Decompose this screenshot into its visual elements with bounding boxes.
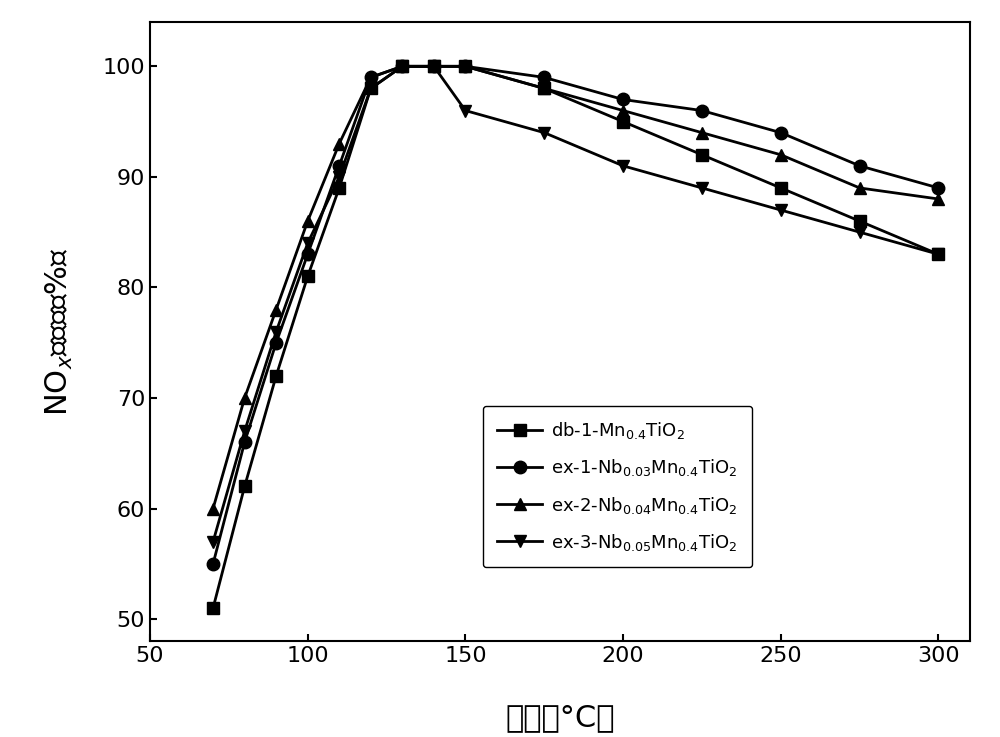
Line: db-1-Mn$_{0.4}$TiO$_2$: db-1-Mn$_{0.4}$TiO$_2$ [207, 60, 945, 614]
ex-1-Nb$_{0.03}$Mn$_{0.4}$TiO$_2$ [775, 128, 787, 137]
ex-2-Nb$_{0.04}$Mn$_{0.4}$TiO$_2$ [459, 62, 471, 71]
db-1-Mn$_{0.4}$TiO$_2$ [854, 217, 866, 226]
db-1-Mn$_{0.4}$TiO$_2$ [270, 371, 282, 380]
ex-2-Nb$_{0.04}$Mn$_{0.4}$TiO$_2$ [207, 504, 219, 513]
ex-3-Nb$_{0.05}$Mn$_{0.4}$TiO$_2$ [270, 327, 282, 336]
Text: NO$_x$转化率（%）: NO$_x$转化率（%） [44, 248, 75, 416]
Text: 温度（°C）: 温度（°C） [505, 703, 615, 732]
ex-2-Nb$_{0.04}$Mn$_{0.4}$TiO$_2$ [302, 217, 314, 226]
ex-3-Nb$_{0.05}$Mn$_{0.4}$TiO$_2$ [459, 106, 471, 115]
ex-1-Nb$_{0.03}$Mn$_{0.4}$TiO$_2$ [854, 161, 866, 170]
ex-1-Nb$_{0.03}$Mn$_{0.4}$TiO$_2$ [207, 559, 219, 568]
ex-1-Nb$_{0.03}$Mn$_{0.4}$TiO$_2$ [428, 62, 440, 71]
Line: ex-2-Nb$_{0.04}$Mn$_{0.4}$TiO$_2$: ex-2-Nb$_{0.04}$Mn$_{0.4}$TiO$_2$ [207, 60, 945, 514]
ex-2-Nb$_{0.04}$Mn$_{0.4}$TiO$_2$ [428, 62, 440, 71]
ex-1-Nb$_{0.03}$Mn$_{0.4}$TiO$_2$ [302, 250, 314, 259]
db-1-Mn$_{0.4}$TiO$_2$ [396, 62, 408, 71]
db-1-Mn$_{0.4}$TiO$_2$ [207, 604, 219, 612]
ex-1-Nb$_{0.03}$Mn$_{0.4}$TiO$_2$ [239, 438, 251, 447]
ex-1-Nb$_{0.03}$Mn$_{0.4}$TiO$_2$ [932, 184, 944, 192]
db-1-Mn$_{0.4}$TiO$_2$ [365, 84, 377, 93]
ex-2-Nb$_{0.04}$Mn$_{0.4}$TiO$_2$ [854, 184, 866, 192]
ex-3-Nb$_{0.05}$Mn$_{0.4}$TiO$_2$ [617, 161, 629, 170]
ex-3-Nb$_{0.05}$Mn$_{0.4}$TiO$_2$ [333, 172, 345, 181]
ex-2-Nb$_{0.04}$Mn$_{0.4}$TiO$_2$ [239, 394, 251, 402]
ex-3-Nb$_{0.05}$Mn$_{0.4}$TiO$_2$ [396, 62, 408, 71]
db-1-Mn$_{0.4}$TiO$_2$ [538, 84, 550, 93]
Legend: db-1-Mn$_{0.4}$TiO$_2$, ex-1-Nb$_{0.03}$Mn$_{0.4}$TiO$_2$, ex-2-Nb$_{0.04}$Mn$_{: db-1-Mn$_{0.4}$TiO$_2$, ex-1-Nb$_{0.03}$… [483, 405, 752, 567]
db-1-Mn$_{0.4}$TiO$_2$ [932, 250, 944, 259]
db-1-Mn$_{0.4}$TiO$_2$ [459, 62, 471, 71]
ex-2-Nb$_{0.04}$Mn$_{0.4}$TiO$_2$ [775, 150, 787, 159]
ex-1-Nb$_{0.03}$Mn$_{0.4}$TiO$_2$ [396, 62, 408, 71]
ex-3-Nb$_{0.05}$Mn$_{0.4}$TiO$_2$ [932, 250, 944, 259]
db-1-Mn$_{0.4}$TiO$_2$ [302, 272, 314, 281]
ex-3-Nb$_{0.05}$Mn$_{0.4}$TiO$_2$ [775, 206, 787, 214]
db-1-Mn$_{0.4}$TiO$_2$ [696, 150, 708, 159]
ex-1-Nb$_{0.03}$Mn$_{0.4}$TiO$_2$ [696, 106, 708, 115]
ex-1-Nb$_{0.03}$Mn$_{0.4}$TiO$_2$ [365, 73, 377, 82]
ex-2-Nb$_{0.04}$Mn$_{0.4}$TiO$_2$ [270, 305, 282, 314]
ex-2-Nb$_{0.04}$Mn$_{0.4}$TiO$_2$ [333, 139, 345, 148]
ex-2-Nb$_{0.04}$Mn$_{0.4}$TiO$_2$ [617, 106, 629, 115]
ex-2-Nb$_{0.04}$Mn$_{0.4}$TiO$_2$ [932, 195, 944, 203]
ex-2-Nb$_{0.04}$Mn$_{0.4}$TiO$_2$ [365, 73, 377, 82]
ex-3-Nb$_{0.05}$Mn$_{0.4}$TiO$_2$ [207, 537, 219, 546]
ex-3-Nb$_{0.05}$Mn$_{0.4}$TiO$_2$ [239, 427, 251, 436]
db-1-Mn$_{0.4}$TiO$_2$ [428, 62, 440, 71]
ex-1-Nb$_{0.03}$Mn$_{0.4}$TiO$_2$ [459, 62, 471, 71]
ex-3-Nb$_{0.05}$Mn$_{0.4}$TiO$_2$ [428, 62, 440, 71]
ex-2-Nb$_{0.04}$Mn$_{0.4}$TiO$_2$ [396, 62, 408, 71]
ex-3-Nb$_{0.05}$Mn$_{0.4}$TiO$_2$ [854, 228, 866, 237]
ex-1-Nb$_{0.03}$Mn$_{0.4}$TiO$_2$ [538, 73, 550, 82]
ex-1-Nb$_{0.03}$Mn$_{0.4}$TiO$_2$ [270, 338, 282, 347]
ex-3-Nb$_{0.05}$Mn$_{0.4}$TiO$_2$ [365, 84, 377, 93]
ex-2-Nb$_{0.04}$Mn$_{0.4}$TiO$_2$ [696, 128, 708, 137]
Line: ex-3-Nb$_{0.05}$Mn$_{0.4}$TiO$_2$: ex-3-Nb$_{0.05}$Mn$_{0.4}$TiO$_2$ [207, 60, 945, 548]
db-1-Mn$_{0.4}$TiO$_2$ [617, 117, 629, 126]
ex-3-Nb$_{0.05}$Mn$_{0.4}$TiO$_2$ [302, 239, 314, 248]
ex-2-Nb$_{0.04}$Mn$_{0.4}$TiO$_2$ [538, 84, 550, 93]
ex-3-Nb$_{0.05}$Mn$_{0.4}$TiO$_2$ [538, 128, 550, 137]
ex-1-Nb$_{0.03}$Mn$_{0.4}$TiO$_2$ [333, 161, 345, 170]
db-1-Mn$_{0.4}$TiO$_2$ [239, 482, 251, 491]
ex-3-Nb$_{0.05}$Mn$_{0.4}$TiO$_2$ [696, 184, 708, 192]
Line: ex-1-Nb$_{0.03}$Mn$_{0.4}$TiO$_2$: ex-1-Nb$_{0.03}$Mn$_{0.4}$TiO$_2$ [207, 60, 945, 570]
ex-1-Nb$_{0.03}$Mn$_{0.4}$TiO$_2$ [617, 95, 629, 104]
db-1-Mn$_{0.4}$TiO$_2$ [775, 184, 787, 192]
db-1-Mn$_{0.4}$TiO$_2$ [333, 184, 345, 192]
